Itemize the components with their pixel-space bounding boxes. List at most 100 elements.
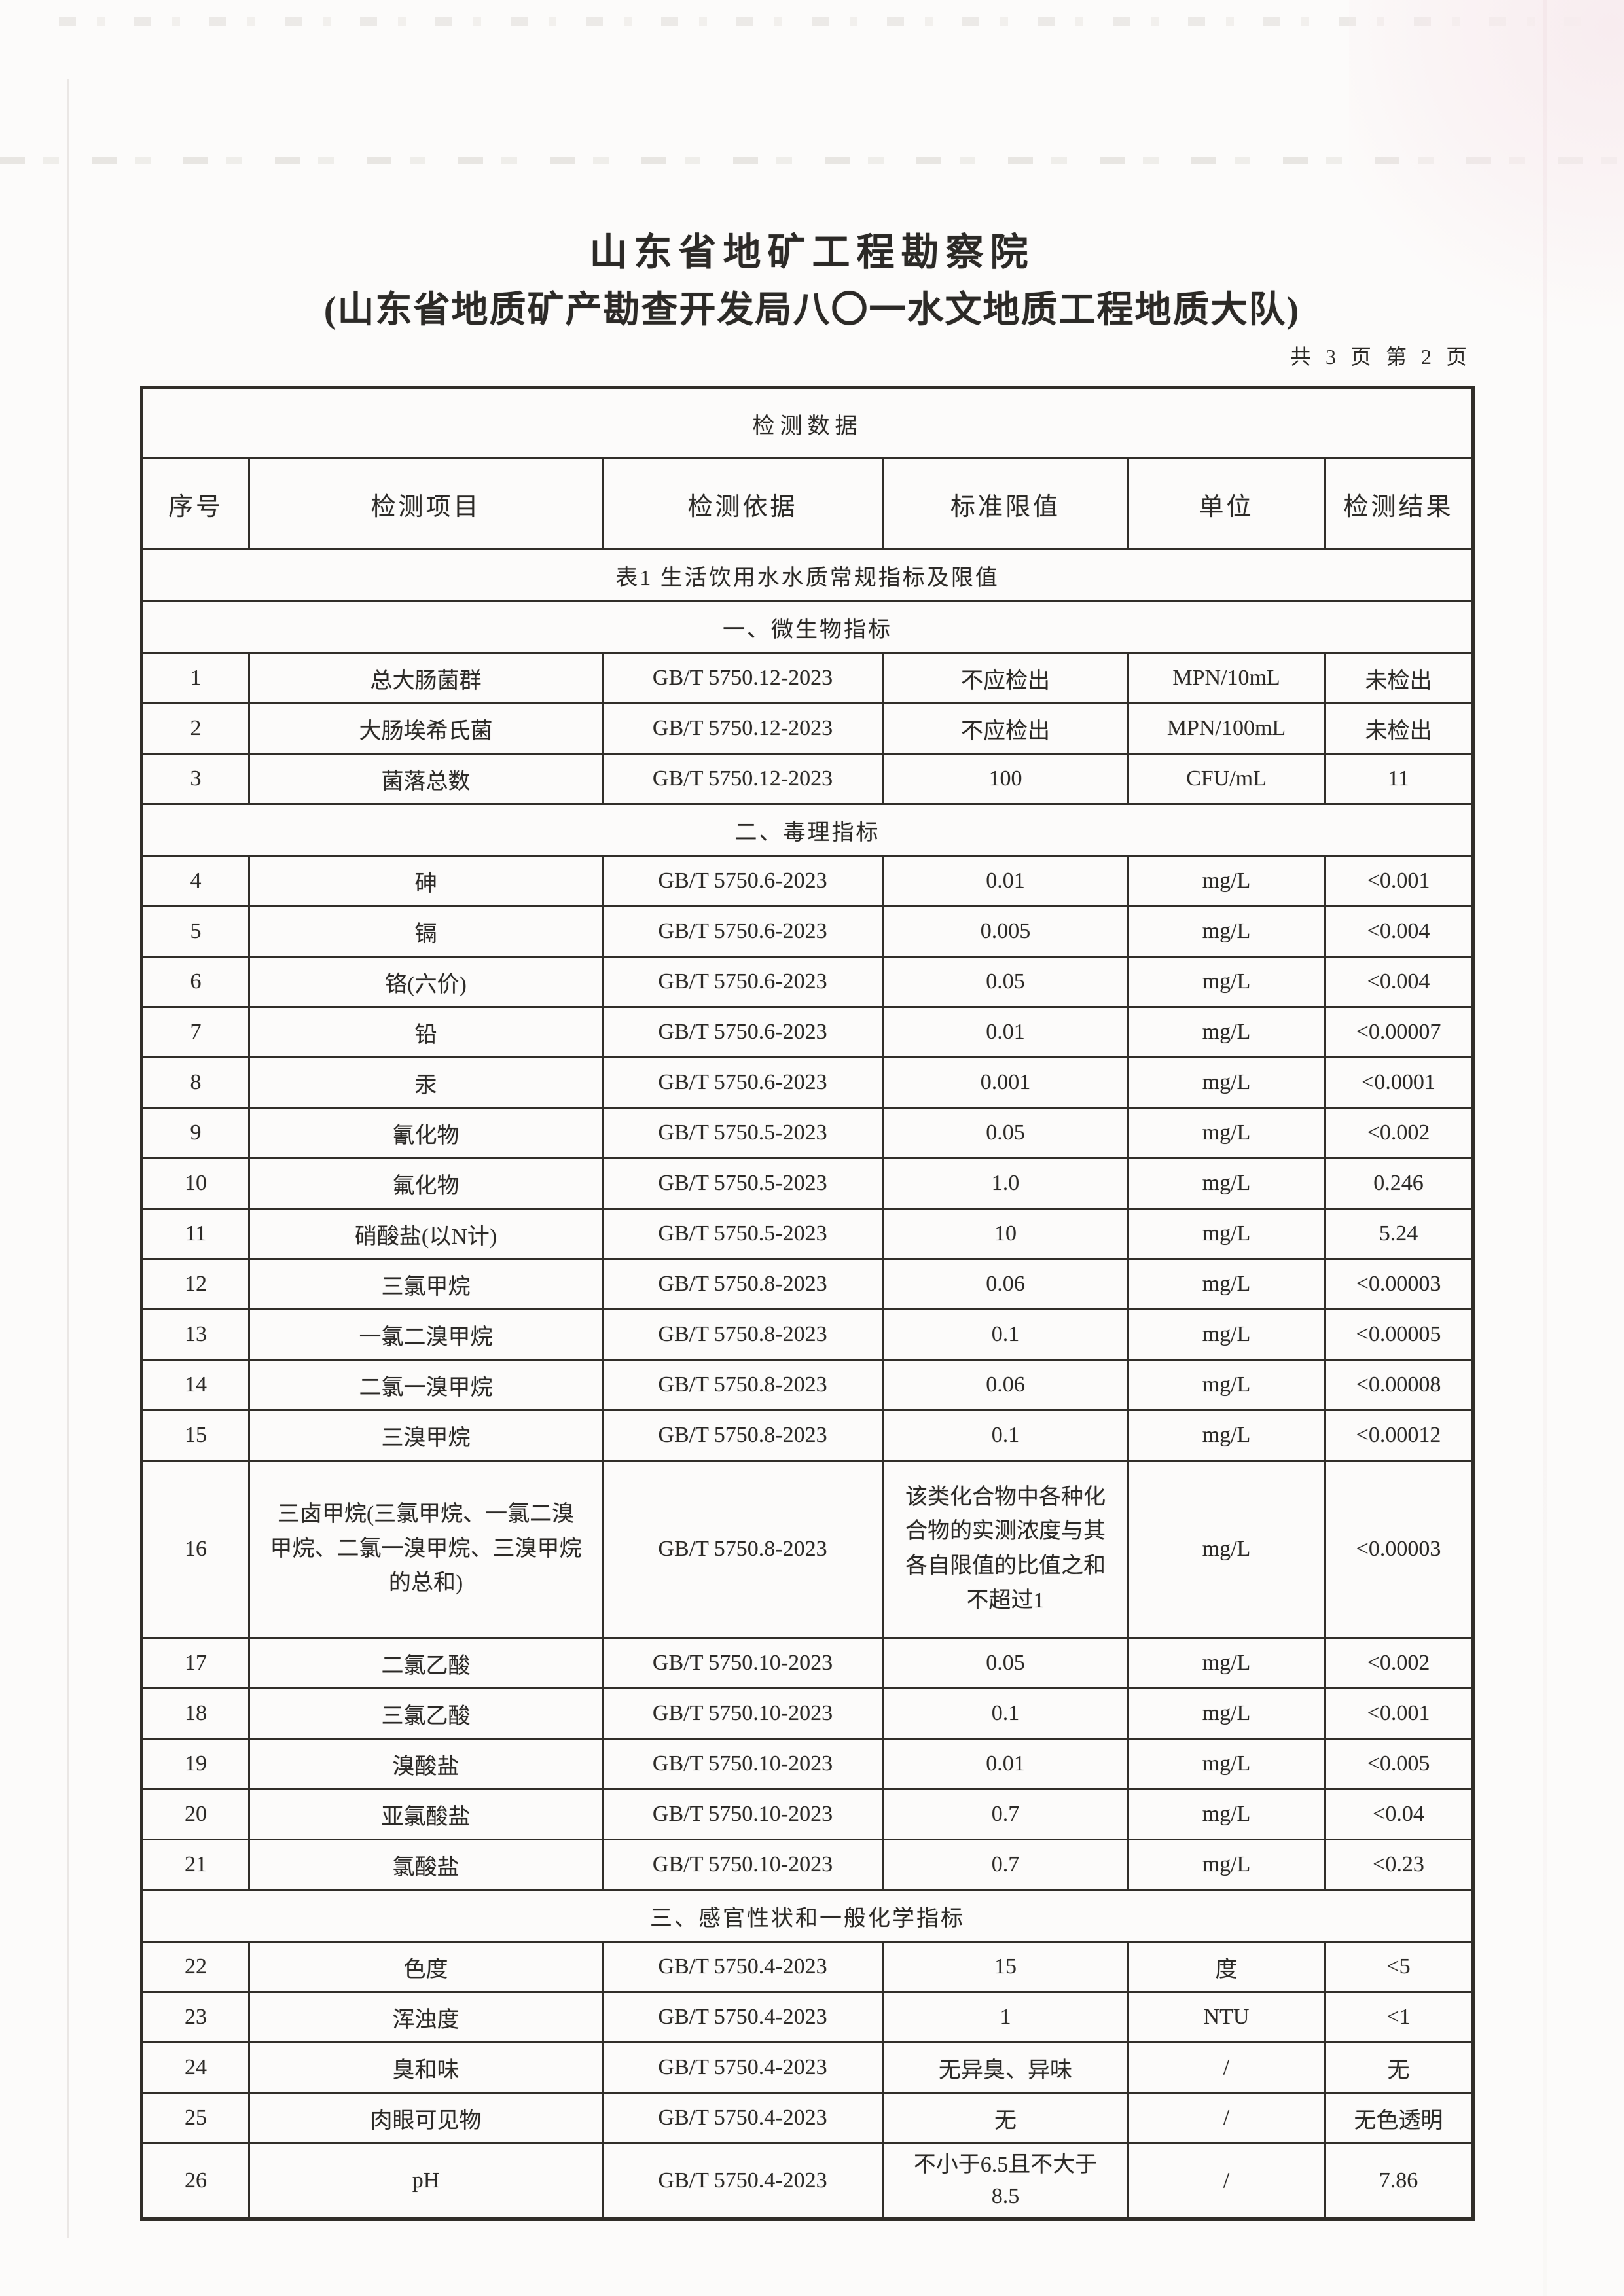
unit-cell: mg/L [1127, 1107, 1326, 1159]
table-row: 6 铬(六价) GB/T 5750.6-2023 0.05 mg/L <0.004 [141, 956, 1474, 1008]
column-header-4: 单位 [1127, 457, 1326, 550]
item-cell: 臭和味 [248, 2041, 604, 2094]
unit-cell: mg/L [1127, 1637, 1326, 1689]
table-row: 2 大肠埃希氏菌 GB/T 5750.12-2023 不应检出 MPN/100mL 未检出 [141, 702, 1474, 755]
row-no-cell: 11 [141, 1208, 250, 1260]
unit-cell: mg/L [1127, 855, 1326, 907]
result-cell: <0.00003 [1324, 1460, 1474, 1639]
method-cell: GB/T 5750.4-2023 [602, 2142, 884, 2220]
unit-cell: mg/L [1127, 1006, 1326, 1058]
row-no-cell: 5 [141, 905, 250, 958]
method-cell: GB/T 5750.8-2023 [602, 1409, 884, 1462]
item-cell: 镉 [248, 905, 604, 958]
table-row: 1 总大肠菌群 GB/T 5750.12-2023 不应检出 MPN/10mL 未检出 [141, 652, 1474, 704]
unit-cell: mg/L [1127, 905, 1326, 958]
page-number: 共 3 页 第 2 页 [1290, 345, 1471, 368]
row-no-cell: 22 [141, 1941, 250, 1993]
row-no-cell: 20 [141, 1788, 250, 1840]
item-cell: 溴酸盐 [248, 1738, 604, 1790]
limit-cell: 0.05 [882, 1637, 1129, 1689]
limit-cell: 无异臭、异味 [882, 2041, 1129, 2094]
row-no-cell: 8 [141, 1056, 250, 1109]
item-cell: 菌落总数 [248, 753, 604, 805]
scan-left-edge-line [67, 79, 69, 2238]
result-cell: <0.04 [1324, 1788, 1474, 1840]
method-cell: GB/T 5750.10-2023 [602, 1839, 884, 1891]
method-cell: GB/T 5750.4-2023 [602, 2041, 884, 2094]
row-no-cell: 7 [141, 1006, 250, 1058]
limit-cell: 0.7 [882, 1839, 1129, 1891]
result-cell: <0.002 [1324, 1107, 1474, 1159]
organization-title: 山东省地矿工程勘察院 [589, 231, 1035, 274]
row-no-cell: 12 [141, 1258, 250, 1310]
item-cell: 氯酸盐 [248, 1839, 604, 1891]
result-cell: <0.004 [1324, 956, 1474, 1008]
row-no-cell: 17 [141, 1637, 250, 1689]
table-row: 19 溴酸盐 GB/T 5750.10-2023 0.01 mg/L <0.005 [141, 1738, 1474, 1790]
row-no-cell: 15 [141, 1409, 250, 1462]
table-row: 10 氟化物 GB/T 5750.5-2023 1.0 mg/L 0.246 [141, 1157, 1474, 1210]
result-cell: <0.00007 [1324, 1006, 1474, 1058]
table-row: 3 菌落总数 GB/T 5750.12-2023 100 CFU/mL 11 [141, 753, 1474, 805]
unit-cell: mg/L [1127, 1409, 1326, 1462]
unit-cell: / [1127, 2092, 1326, 2144]
item-cell: 肉眼可见物 [248, 2092, 604, 2144]
limit-cell: 0.05 [882, 956, 1129, 1008]
item-cell: 三氯甲烷 [248, 1258, 604, 1310]
result-cell: <0.00003 [1324, 1258, 1474, 1310]
table-row: 20 亚氯酸盐 GB/T 5750.10-2023 0.7 mg/L <0.04 [141, 1788, 1474, 1840]
result-cell: <0.00008 [1324, 1359, 1474, 1411]
item-cell: 三溴甲烷 [248, 1409, 604, 1462]
result-cell: 未检出 [1324, 652, 1474, 704]
table-row: 7 铅 GB/T 5750.6-2023 0.01 mg/L <0.00007 [141, 1006, 1474, 1058]
table-row: 5 镉 GB/T 5750.6-2023 0.005 mg/L <0.004 [141, 905, 1474, 958]
result-cell: 无 [1324, 2041, 1474, 2094]
row-no-cell: 6 [141, 956, 250, 1008]
table-row: 26 pH GB/T 5750.4-2023 不小于6.5且不大于8.5/7.86 [141, 2142, 1474, 2220]
table-row: 13 一氯二溴甲烷 GB/T 5750.8-2023 0.1 mg/L <0.00005 [141, 1308, 1474, 1361]
result-cell: 11 [1324, 753, 1474, 805]
unit-cell: mg/L [1127, 1460, 1326, 1639]
item-cell: 三卤甲烷(三氯甲烷、一氯二溴甲烷、二氯一溴甲烷、三溴甲烷的总和) [248, 1460, 604, 1639]
row-no-cell: 9 [141, 1107, 250, 1159]
unit-cell: MPN/10mL [1127, 652, 1326, 704]
method-cell: GB/T 5750.10-2023 [602, 1687, 884, 1740]
column-header-3: 标准限值 [882, 457, 1129, 550]
scan-noise-band [0, 157, 1624, 164]
table-row: 16 三卤甲烷(三氯甲烷、一氯二溴甲烷、二氯一溴甲烷、三溴甲烷的总和) GB/T 5… [141, 1460, 1474, 1639]
unit-cell: mg/L [1127, 1157, 1326, 1210]
unit-cell: mg/L [1127, 1056, 1326, 1109]
item-cell: 砷 [248, 855, 604, 907]
item-cell: 二氯一溴甲烷 [248, 1359, 604, 1411]
limit-cell: 10 [882, 1208, 1129, 1260]
item-cell: 一氯二溴甲烷 [248, 1308, 604, 1361]
section-label: 一、微生物指标 [141, 600, 1474, 654]
limit-cell: 1.0 [882, 1157, 1129, 1210]
method-cell: GB/T 5750.6-2023 [602, 956, 884, 1008]
section-label: 二、毒理指标 [141, 803, 1474, 857]
unit-cell: mg/L [1127, 956, 1326, 1008]
method-cell: GB/T 5750.12-2023 [602, 753, 884, 805]
table-caption: 表1 生活饮用水水质常规指标及限值 [141, 548, 1474, 602]
scan-pink-tint [1349, 0, 1624, 340]
limit-cell: 0.7 [882, 1788, 1129, 1840]
result-cell: <0.002 [1324, 1637, 1474, 1689]
result-cell: <0.0001 [1324, 1056, 1474, 1109]
scan-right-edge-line [1543, 0, 1547, 2296]
method-cell: GB/T 5750.8-2023 [602, 1308, 884, 1361]
table-row: 24 臭和味 GB/T 5750.4-2023 无异臭、异味 / 无 [141, 2041, 1474, 2094]
method-cell: GB/T 5750.10-2023 [602, 1637, 884, 1689]
row-no-cell: 18 [141, 1687, 250, 1740]
row-no-cell: 21 [141, 1839, 250, 1891]
limit-cell: 0.1 [882, 1687, 1129, 1740]
limit-cell: 0.01 [882, 1006, 1129, 1058]
table-row: 14 二氯一溴甲烷 GB/T 5750.8-2023 0.06 mg/L <0.00008 [141, 1359, 1474, 1411]
method-cell: GB/T 5750.5-2023 [602, 1157, 884, 1210]
result-cell: 无色透明 [1324, 2092, 1474, 2144]
limit-cell: 该类化合物中各种化合物的实测浓度与其各自限值的比值之和不超过1 [882, 1460, 1129, 1639]
table-row: 17 二氯乙酸 GB/T 5750.10-2023 0.05 mg/L <0.002 [141, 1637, 1474, 1689]
unit-cell: mg/L [1127, 1359, 1326, 1411]
table-row: 23 浑浊度 GB/T 5750.4-2023 1 NTU <1 [141, 1991, 1474, 2043]
method-cell: GB/T 5750.8-2023 [602, 1359, 884, 1411]
